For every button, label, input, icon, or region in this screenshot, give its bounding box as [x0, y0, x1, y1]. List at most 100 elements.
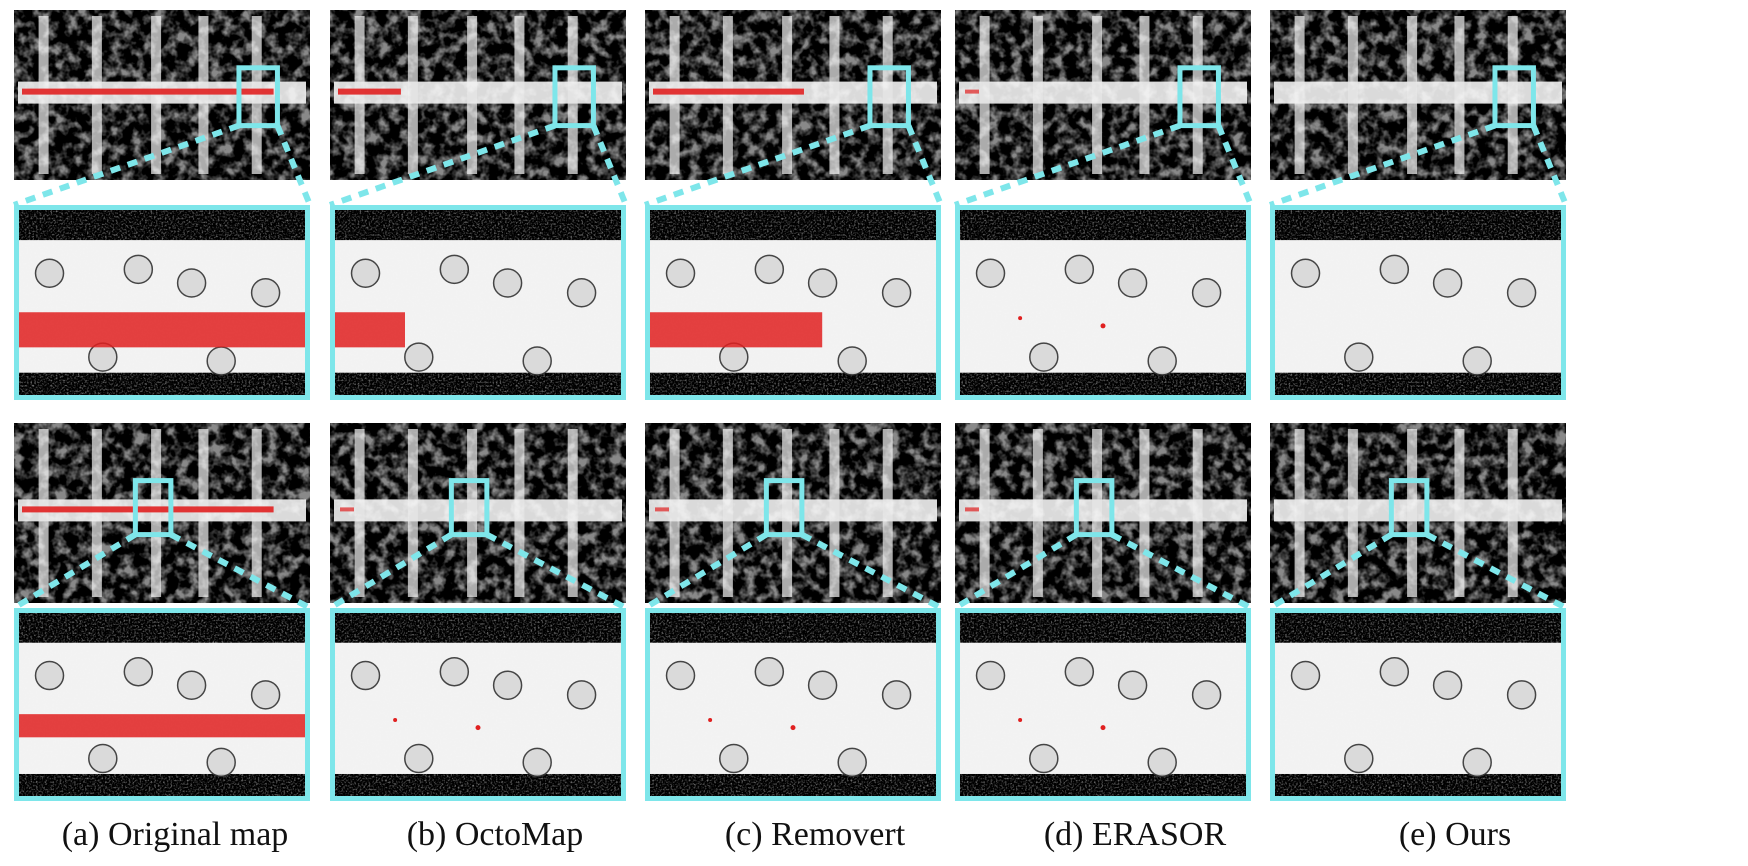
- zoom-object: [754, 254, 785, 285]
- highlight-box: [1073, 478, 1115, 538]
- zoom-object: [206, 747, 236, 778]
- zoom-object: [34, 258, 65, 288]
- zoom-frame: [1270, 608, 1566, 801]
- zoom-dynamic-streak: [332, 312, 405, 348]
- zoom-object: [1344, 743, 1374, 774]
- zoom-object: [566, 680, 597, 710]
- zoom-object: [1117, 670, 1148, 700]
- map-texture: [955, 423, 1251, 603]
- zoom-object: [1344, 342, 1374, 372]
- zoom-dynamic-point: [1018, 717, 1023, 722]
- map-dynamic-trail: [22, 506, 274, 513]
- map-texture: [14, 423, 310, 603]
- highlight-box: [1492, 65, 1536, 129]
- zoom-object: [719, 743, 749, 774]
- connector-right: [274, 124, 313, 207]
- zoom-object: [1064, 254, 1095, 285]
- zoom-dynamic-streak: [16, 714, 308, 738]
- connector-left: [1268, 532, 1393, 611]
- panel-b-row2: [328, 423, 628, 801]
- zoom-object: [1462, 346, 1492, 376]
- connector-right: [169, 531, 312, 611]
- caption-a: (a) Original map: [61, 816, 289, 853]
- map-dynamic-trail: [22, 88, 274, 95]
- zoom-object: [350, 258, 381, 288]
- zoom-object: [176, 268, 207, 298]
- zoom-object: [1117, 268, 1148, 298]
- highlight-box: [867, 65, 911, 129]
- zoom-object: [439, 254, 470, 285]
- zoom-dynamic-point: [393, 717, 398, 722]
- zoom-object: [881, 278, 912, 308]
- connector-right: [1215, 124, 1254, 207]
- zoom-object: [492, 670, 523, 700]
- panel-c-row1: [644, 10, 944, 400]
- zoom-dynamic-streak: [647, 312, 823, 348]
- panel-d-row2: [953, 423, 1253, 801]
- zoom-object: [1147, 346, 1177, 376]
- highlight-box: [132, 478, 174, 538]
- zoom-frame: [645, 205, 941, 400]
- zoom-object: [34, 660, 65, 691]
- highlight-box: [552, 65, 596, 129]
- connector-left: [954, 122, 1181, 208]
- connector-left: [643, 532, 768, 611]
- map-dynamic-trail: [965, 507, 979, 512]
- zoom-object: [1290, 258, 1321, 288]
- zoom-object: [1506, 680, 1537, 710]
- zoom-object: [1191, 278, 1222, 308]
- map-texture: [14, 10, 310, 180]
- zoom-object: [754, 656, 785, 687]
- map-dynamic-trail: [338, 88, 401, 95]
- zoom-object: [123, 656, 154, 687]
- zoom-frame: [645, 608, 941, 801]
- caption-d: (d) ERASOR: [1043, 816, 1227, 853]
- zoom-object: [665, 258, 696, 288]
- zoom-object: [975, 258, 1006, 288]
- connector-right: [590, 124, 629, 207]
- map-texture: [330, 423, 626, 603]
- zoom-object: [250, 680, 281, 710]
- panel-d-row1: [954, 10, 1254, 400]
- highlight-box: [1388, 478, 1430, 538]
- panel-a-row2: [12, 423, 312, 801]
- zoom-object: [176, 670, 207, 700]
- map-texture: [955, 10, 1251, 180]
- zoom-object: [404, 342, 434, 372]
- connector-right: [905, 124, 944, 207]
- connector-left: [953, 532, 1078, 611]
- zoom-object: [1506, 278, 1537, 308]
- zoom-object: [1064, 656, 1095, 687]
- zoom-object: [837, 747, 867, 778]
- zoom-frame: [330, 608, 626, 801]
- zoom-frame: [14, 205, 310, 400]
- zoom-dynamic-point: [475, 725, 481, 731]
- zoom-object: [439, 656, 470, 687]
- zoom-object: [1029, 743, 1059, 774]
- zoom-object: [250, 278, 281, 308]
- zoom-frame: [330, 205, 626, 400]
- zoom-object: [88, 743, 118, 774]
- highlight-box: [448, 478, 490, 538]
- zoom-frame: [1270, 205, 1566, 400]
- map-dynamic-trail: [653, 88, 804, 95]
- zoom-dynamic-point: [790, 725, 796, 731]
- connector-left: [13, 122, 240, 208]
- panel-e-row1: [1269, 10, 1569, 400]
- zoom-frame: [955, 608, 1251, 801]
- connector-left: [644, 122, 871, 208]
- zoom-object: [807, 670, 838, 700]
- connector-right: [1530, 124, 1569, 207]
- zoom-object: [206, 346, 236, 376]
- map-texture: [645, 423, 941, 603]
- panel-e-row2: [1268, 423, 1568, 801]
- connector-right: [1425, 531, 1568, 611]
- panel-b-row1: [329, 10, 629, 400]
- zoom-dynamic-point: [1018, 316, 1023, 321]
- map-texture: [1270, 10, 1566, 180]
- connector-left: [12, 532, 137, 611]
- map-dynamic-trail: [340, 507, 354, 512]
- zoom-object: [975, 660, 1006, 691]
